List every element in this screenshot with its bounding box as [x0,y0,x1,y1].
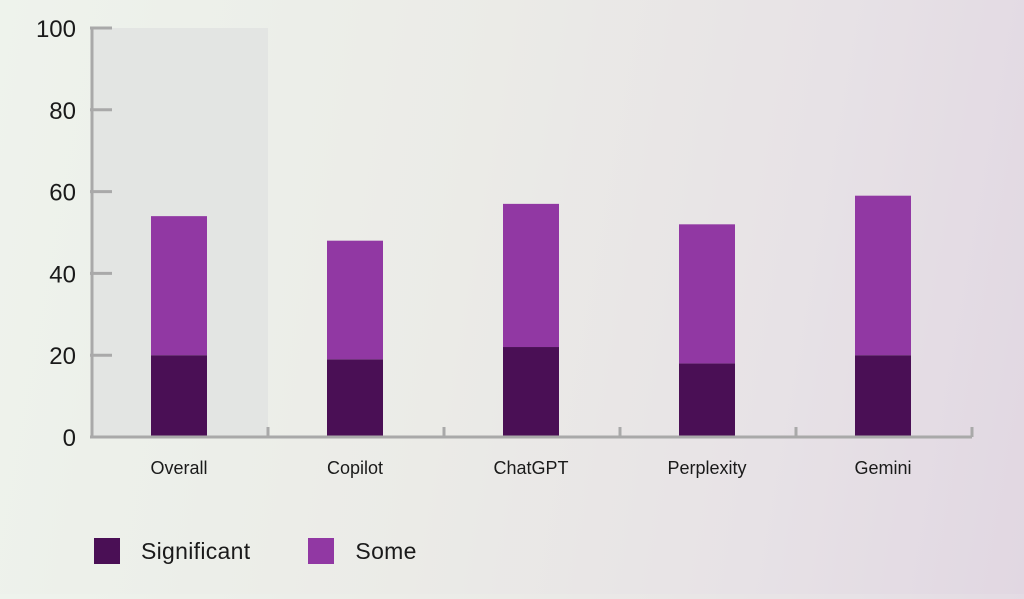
bar-some-overall [151,216,207,356]
x-tick-label-overall: Overall [150,458,207,478]
legend-label-significant: Significant [141,537,251,564]
y-tick-label-0: 0 [63,425,76,452]
legend-item-some: Some [308,538,416,565]
legend-item-significant: Significant [94,538,250,565]
x-tick-label-chatgpt: ChatGPT [493,458,568,478]
bar-some-gemini [855,195,911,356]
y-tick-label-20: 20 [49,343,76,370]
bar-significant-copilot [327,359,383,437]
chart-legend: Significant Some [94,536,475,566]
bar-significant-perplexity [679,363,735,437]
bar-some-chatgpt [503,203,559,348]
legend-label-some: Some [355,537,417,564]
y-tick-label-100: 100 [36,16,76,43]
y-tick-label-80: 80 [49,98,76,125]
y-tick-label-60: 60 [49,180,76,207]
bar-some-copilot [327,240,383,360]
bar-some-perplexity [679,224,735,364]
bar-significant-gemini [855,355,911,437]
bar-significant-overall [151,355,207,437]
x-tick-label-gemini: Gemini [854,458,911,478]
x-tick-label-copilot: Copilot [327,458,383,478]
legend-swatch-some [308,538,335,564]
x-tick-label-perplexity: Perplexity [667,458,746,478]
y-tick-label-40: 40 [49,261,76,288]
legend-swatch-significant [94,538,120,564]
bar-significant-chatgpt [503,347,559,437]
